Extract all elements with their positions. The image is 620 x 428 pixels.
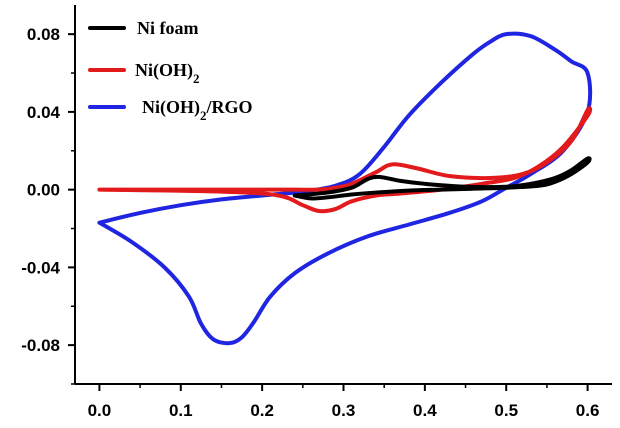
x-tick-label: 0.6: [576, 401, 600, 420]
legend: Ni foam Ni(OH)2 Ni(OH)2/RGO: [88, 18, 253, 123]
legend-label: Ni foam: [137, 18, 199, 38]
series-lines: [97, 31, 593, 346]
axes: [68, 5, 612, 391]
ni-oh2-series-line: [97, 106, 593, 214]
x-tick-label: 0.2: [250, 401, 274, 420]
legend-item-ni-oh2: Ni(OH)2: [88, 60, 200, 86]
y-tick-label: -0.04: [21, 258, 60, 277]
legend-label: Ni(OH)2/RGO: [142, 97, 253, 123]
y-tick-label: 0.04: [27, 103, 61, 122]
ni-foam-series-line: [292, 156, 592, 201]
x-tick-label: 0.5: [494, 401, 518, 420]
x-tick-label: 0.0: [88, 401, 112, 420]
legend-item-ni-foam: Ni foam: [88, 18, 199, 38]
y-tick-label: 0.08: [27, 25, 60, 44]
legend-item-ni-oh2-rgo: Ni(OH)2/RGO: [88, 97, 253, 123]
x-tick-label: 0.4: [413, 401, 437, 420]
legend-label: Ni(OH)2: [135, 60, 200, 86]
x-tick-label: 0.3: [332, 401, 356, 420]
y-tick-label: -0.08: [21, 336, 60, 355]
x-tick-label: 0.1: [169, 401, 193, 420]
y-tick-label: 0.00: [27, 181, 60, 200]
tick-labels: 0.0 0.1 0.2 0.3 0.4 0.5 0.6 0.08 0.04 0.00 -0.04 -0…: [21, 25, 599, 420]
